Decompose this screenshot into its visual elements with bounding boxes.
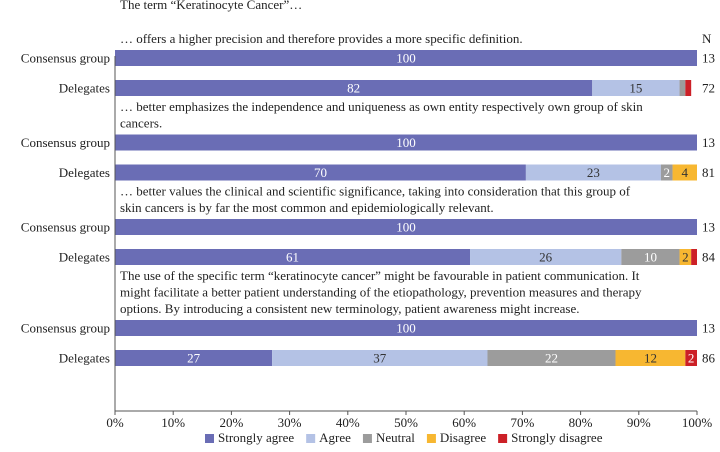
bar-segment (592, 80, 680, 96)
bar-segment (615, 350, 686, 366)
bar-value-label: 22 (545, 351, 558, 366)
bar-segment (115, 50, 697, 66)
bar-value-label: 61 (286, 250, 299, 265)
chart-title: The term “Keratinocyte Cancer”… (120, 0, 302, 12)
bar-value-label: 10 (644, 250, 657, 265)
bar-segment (679, 249, 692, 265)
n-value: 13 (702, 51, 715, 66)
legend-label: Agree (319, 430, 351, 445)
bar-segment (691, 249, 697, 265)
statement-text: options. By introducing a consistent new… (120, 301, 579, 316)
statement-text: The use of the specific term “keratinocy… (120, 268, 640, 283)
x-tick-label: 30% (278, 415, 302, 430)
row-label: Delegates (59, 81, 110, 96)
statement-text: … better emphasizes the independence and… (120, 99, 643, 114)
x-tick-label: 0% (106, 415, 124, 430)
n-value: 13 (702, 220, 715, 235)
bar-segment (660, 164, 673, 181)
bar-value-label: 100 (396, 51, 416, 66)
bar-segment (272, 350, 488, 366)
bar-segment (115, 219, 697, 235)
legend-swatch (205, 434, 214, 443)
n-value: 86 (702, 351, 716, 366)
bar-segment (672, 164, 697, 181)
statement-text: … better values the clinical and scienti… (120, 184, 631, 199)
bar-segment (115, 249, 471, 265)
x-tick-label: 80% (569, 415, 593, 430)
statement-text: might facilitate a better patient unders… (120, 285, 642, 300)
legend-swatch (498, 434, 508, 443)
row-label: Consensus group (21, 135, 110, 150)
bar-segment (470, 249, 622, 265)
x-tick-label: 10% (161, 415, 185, 430)
bar-value-label: 82 (347, 81, 360, 96)
x-tick-label: 90% (627, 415, 651, 430)
statement-text: … offers a higher precision and therefor… (120, 31, 523, 46)
row-label: Consensus group (21, 321, 110, 336)
bar-segment (115, 80, 593, 96)
bar-segment (685, 80, 692, 96)
legend-label: Strongly agree (218, 430, 294, 445)
row-label: Consensus group (21, 51, 110, 66)
n-value: 81 (702, 165, 715, 180)
row-label: Consensus group (21, 220, 110, 235)
bar-value-label: 70 (314, 165, 327, 180)
x-tick-label: 100% (682, 415, 713, 430)
bar-value-label: 2 (688, 351, 695, 366)
bar-value-label: 2 (682, 250, 689, 265)
statement-text: skin cancers is by far the most common a… (120, 200, 494, 215)
bar-segment (115, 134, 697, 151)
bar-value-label: 15 (629, 81, 642, 96)
n-value: 13 (702, 321, 715, 336)
x-tick-label: 60% (452, 415, 476, 430)
row-label: Delegates (59, 351, 110, 366)
legend-swatch (426, 434, 436, 443)
bar-value-label: 12 (644, 351, 657, 366)
bar-segment (115, 350, 273, 366)
bar-value-label: 100 (396, 321, 416, 336)
x-tick-label: 20% (219, 415, 243, 430)
row-label: Delegates (59, 165, 110, 180)
bar-value-label: 37 (373, 351, 387, 366)
bar-value-label: 4 (682, 165, 689, 180)
x-tick-label: 40% (336, 415, 360, 430)
legend-swatch (362, 434, 372, 443)
legend-label: Strongly disagree (511, 430, 603, 445)
n-column-header: N (702, 31, 712, 46)
bar-value-label: 23 (587, 165, 600, 180)
x-tick-label: 70% (510, 415, 534, 430)
bar-segment (525, 164, 661, 181)
bar-segment (487, 350, 616, 366)
bar-value-label: 100 (396, 220, 416, 235)
bar-segment (115, 164, 526, 181)
x-tick-label: 50% (394, 415, 418, 430)
n-value: 72 (702, 81, 715, 96)
statement-text: cancers. (120, 116, 162, 131)
bar-value-label: 26 (539, 250, 553, 265)
bar-segment (115, 320, 697, 336)
row-label: Delegates (59, 250, 110, 265)
bar-value-label: 100 (396, 135, 416, 150)
legend-label: Disagree (440, 430, 486, 445)
bar-value-label: 27 (187, 351, 201, 366)
bar-segment (679, 80, 686, 96)
n-value: 84 (702, 250, 716, 265)
bar-segment (621, 249, 680, 265)
legend-swatch (306, 434, 316, 443)
legend-label: Neutral (376, 430, 415, 445)
bar-value-label: 2 (663, 165, 670, 180)
bar-segment (685, 350, 697, 366)
n-value: 13 (702, 135, 715, 150)
